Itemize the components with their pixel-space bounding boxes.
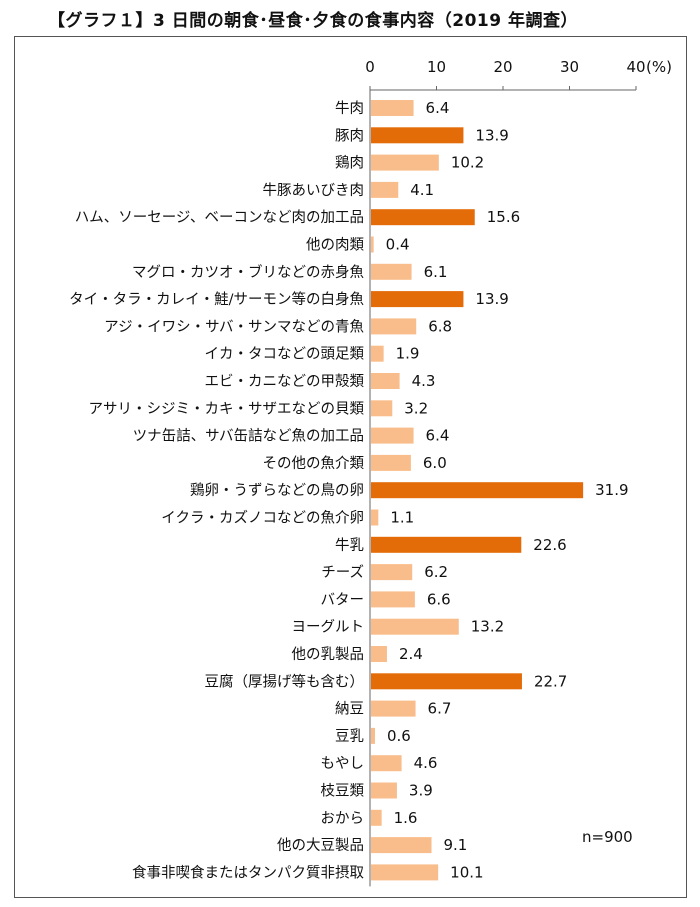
category-label: エビ・カニなどの甲殻類 bbox=[205, 373, 365, 390]
category-label: イカ・タコなどの頭足類 bbox=[205, 346, 365, 363]
bar bbox=[371, 181, 399, 198]
value-label: 4.6 bbox=[414, 754, 438, 772]
value-label: 10.2 bbox=[451, 154, 484, 172]
bar bbox=[371, 100, 414, 116]
x-tick-label: 20 bbox=[493, 58, 512, 76]
category-label: 豚肉 bbox=[335, 127, 364, 144]
value-label: 3.2 bbox=[404, 399, 428, 417]
value-label: 15.6 bbox=[487, 208, 520, 226]
value-label: 3.9 bbox=[409, 782, 433, 800]
x-tick-label: 10 bbox=[427, 58, 446, 76]
category-label: 牛肉 bbox=[335, 100, 364, 117]
value-label: 31.9 bbox=[595, 481, 628, 499]
bar bbox=[371, 700, 416, 717]
value-label: 6.4 bbox=[426, 427, 450, 445]
x-tick-label: 40 bbox=[626, 58, 645, 76]
bar bbox=[371, 345, 384, 362]
category-label: 鶏肉 bbox=[335, 155, 364, 172]
value-label: 22.7 bbox=[534, 672, 567, 690]
bar bbox=[371, 236, 374, 253]
value-label: 4.1 bbox=[410, 181, 434, 199]
bar bbox=[371, 454, 411, 471]
value-label: 4.3 bbox=[412, 372, 436, 390]
category-label: チーズ bbox=[321, 564, 364, 581]
category-label: その他の魚介類 bbox=[263, 455, 365, 472]
bar bbox=[371, 591, 415, 608]
category-label: 豆乳 bbox=[335, 728, 364, 745]
category-label: タイ・タラ・カレイ・鮭/サーモン等の白身魚 bbox=[69, 290, 364, 308]
bar bbox=[371, 373, 400, 389]
sample-size-note: n=900 bbox=[582, 828, 633, 846]
category-label: 他の乳製品 bbox=[292, 646, 365, 663]
value-label: 6.4 bbox=[426, 99, 450, 117]
category-label: イクラ・カズノコなどの魚介卵 bbox=[161, 510, 364, 527]
category-label: 鶏卵・うずらなどの鳥の卵 bbox=[190, 482, 364, 499]
value-label: 9.1 bbox=[444, 836, 468, 854]
category-label: 他の大豆製品 bbox=[277, 837, 364, 854]
bar bbox=[371, 509, 379, 526]
value-label: 6.8 bbox=[428, 317, 452, 335]
value-label: 0.4 bbox=[386, 236, 410, 254]
bar bbox=[371, 263, 412, 280]
category-label: 食事非喫食またはタンパク質非摂取 bbox=[132, 863, 364, 881]
value-label: 6.0 bbox=[423, 454, 447, 472]
category-label: アジ・イワシ・サバ・サンマなどの青魚 bbox=[104, 318, 364, 335]
value-label: 22.6 bbox=[533, 536, 566, 554]
bar bbox=[371, 209, 475, 226]
value-label: 0.6 bbox=[387, 727, 411, 745]
bar bbox=[371, 318, 417, 335]
value-label: 13.9 bbox=[475, 126, 508, 144]
category-label: ヨーグルト bbox=[292, 619, 365, 636]
category-label: ツナ缶詰、サバ缶詰など魚の加工品 bbox=[133, 428, 364, 445]
bar bbox=[371, 482, 584, 499]
category-label: 他の肉類 bbox=[306, 237, 364, 254]
value-label: 6.1 bbox=[424, 263, 448, 281]
category-label: アサリ・シジミ・カキ・サザエなどの貝類 bbox=[89, 400, 365, 417]
bar bbox=[371, 400, 393, 417]
chart-frame bbox=[14, 36, 687, 898]
chart-title: 【グラフ１】3 日間の朝食･昼食･夕食の食事内容（2019 年調査） bbox=[48, 11, 578, 31]
bar bbox=[371, 864, 439, 881]
bar bbox=[371, 427, 414, 444]
category-label: 枝豆類 bbox=[321, 783, 365, 800]
value-label: 1.6 bbox=[394, 809, 418, 827]
bar bbox=[371, 564, 413, 581]
bar bbox=[371, 782, 397, 799]
category-label: おから bbox=[321, 810, 365, 827]
category-label: 豆腐（厚揚げ等も含む） bbox=[205, 672, 365, 690]
bar bbox=[371, 291, 464, 308]
category-label: 納豆 bbox=[335, 701, 364, 718]
value-label: 13.2 bbox=[471, 618, 504, 636]
value-label: 2.4 bbox=[399, 645, 423, 663]
category-label: 牛豚あいびき肉 bbox=[263, 182, 365, 199]
x-tick-label: 0 bbox=[365, 58, 375, 76]
bar bbox=[371, 809, 382, 826]
bar bbox=[371, 727, 375, 744]
category-label: マグロ・カツオ・ブリなどの赤身魚 bbox=[132, 263, 364, 281]
value-label: 6.6 bbox=[427, 590, 451, 608]
category-label: 牛乳 bbox=[335, 537, 364, 554]
value-label: 1.9 bbox=[396, 345, 420, 363]
category-label: もやし bbox=[321, 755, 365, 772]
bar bbox=[371, 154, 439, 171]
bar bbox=[371, 673, 522, 690]
value-label: 10.1 bbox=[450, 863, 483, 881]
value-label: 6.2 bbox=[424, 563, 448, 581]
x-unit-label: (%) bbox=[646, 58, 672, 76]
category-label: バター bbox=[321, 591, 365, 608]
value-label: 1.1 bbox=[390, 509, 414, 527]
bar bbox=[371, 536, 522, 553]
x-tick-label: 30 bbox=[560, 58, 579, 76]
bar bbox=[371, 755, 402, 772]
value-label: 6.7 bbox=[428, 700, 452, 718]
bar bbox=[371, 646, 387, 662]
category-label: ハム、ソーセージ、ベーコンなど肉の加工品 bbox=[75, 209, 364, 226]
bar bbox=[371, 837, 432, 854]
bar bbox=[371, 127, 464, 144]
value-label: 13.9 bbox=[475, 290, 508, 308]
bar bbox=[371, 618, 459, 635]
